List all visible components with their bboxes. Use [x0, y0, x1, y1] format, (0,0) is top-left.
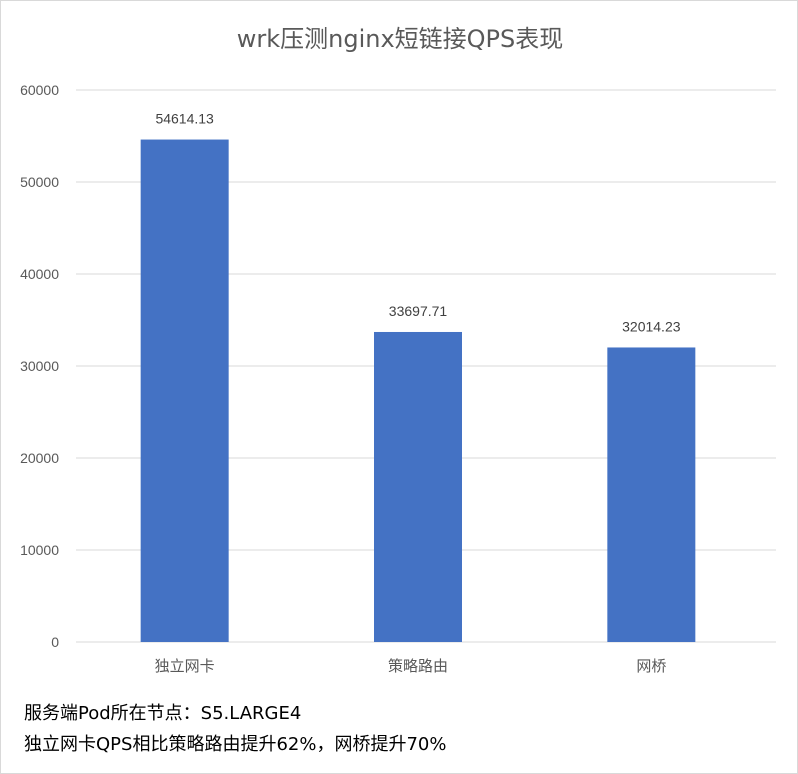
- y-tick-label: 0: [51, 634, 59, 650]
- x-tick-label: 策略路由: [388, 657, 448, 675]
- data-label: 32014.23: [622, 318, 681, 334]
- y-tick-label: 30000: [20, 358, 59, 374]
- y-tick-label: 60000: [20, 82, 59, 98]
- bar: [607, 347, 696, 642]
- data-label: 33697.71: [389, 303, 448, 319]
- note-node: 服务端Pod所在节点：S5.LARGE4: [24, 703, 302, 724]
- x-tick-label: 独立网卡: [155, 657, 215, 675]
- y-tick-label: 20000: [20, 450, 59, 466]
- y-tick-label: 50000: [20, 174, 59, 190]
- y-tick-label: 10000: [20, 542, 59, 558]
- note-improvement: 独立网卡QPS相比策略路由提升62%，网桥提升70%: [24, 734, 447, 755]
- data-label: 54614.13: [155, 111, 214, 127]
- chart-title: wrk压测nginx短链接QPS表现: [237, 25, 564, 53]
- y-tick-label: 40000: [20, 266, 59, 282]
- bar: [374, 331, 462, 642]
- x-tick-label: 网桥: [636, 657, 666, 675]
- bar: [140, 139, 229, 643]
